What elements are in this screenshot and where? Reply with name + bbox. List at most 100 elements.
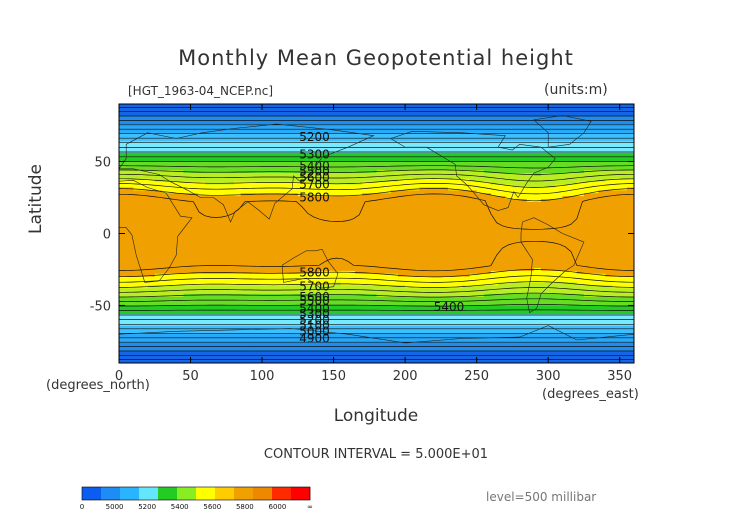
contour-band-cell bbox=[283, 236, 292, 240]
contour-band-cell bbox=[254, 196, 263, 200]
contour-band-cell bbox=[183, 270, 192, 275]
contour-band-cell bbox=[312, 230, 320, 235]
contour-band-cell bbox=[119, 236, 127, 240]
contour-band-cell bbox=[419, 155, 428, 160]
contour-band-cell bbox=[147, 158, 156, 163]
contour-band-cell bbox=[505, 270, 513, 275]
contour-band-cell bbox=[176, 193, 184, 197]
contour-band-cell bbox=[319, 207, 328, 212]
contour-band-cell bbox=[247, 132, 256, 137]
contour-band-cell bbox=[483, 256, 492, 260]
contour-band-cell bbox=[440, 210, 449, 214]
contour-band-cell bbox=[304, 184, 313, 189]
contour-band-cell bbox=[605, 227, 614, 232]
contour-band-cell bbox=[340, 104, 349, 108]
contour-band-cell bbox=[376, 138, 385, 143]
contour-band-cell bbox=[555, 106, 564, 111]
contour-band-cell bbox=[426, 127, 435, 131]
contour-band-cell bbox=[555, 224, 564, 229]
contour-band-cell bbox=[147, 247, 156, 252]
contour-band-cell bbox=[448, 276, 456, 281]
contour-band-cell bbox=[197, 296, 206, 301]
contour-band-cell bbox=[526, 216, 535, 220]
contour-band-cell bbox=[140, 259, 149, 263]
contour-band-cell bbox=[312, 268, 320, 272]
contour-band-cell bbox=[362, 178, 370, 183]
contour-band-cell bbox=[140, 230, 149, 235]
contour-band-cell bbox=[555, 175, 564, 180]
contour-band-cell bbox=[383, 106, 392, 111]
contour-band-cell bbox=[490, 158, 499, 163]
units-label: (units:m) bbox=[544, 82, 608, 98]
contour-band-cell bbox=[583, 115, 592, 119]
contour-band-cell bbox=[319, 155, 328, 160]
contour-band-cell bbox=[126, 141, 134, 145]
contour-band-cell bbox=[290, 164, 299, 168]
contour-band-cell bbox=[333, 187, 342, 191]
contour-band-cell bbox=[591, 178, 599, 183]
contour-band-cell bbox=[462, 121, 471, 125]
contour-band-cell bbox=[448, 167, 456, 171]
contour-band-cell bbox=[383, 178, 392, 183]
contour-band-cell bbox=[276, 227, 285, 232]
contour-band-cell bbox=[369, 124, 378, 128]
contour-band-cell bbox=[240, 144, 249, 148]
contour-band-cell bbox=[140, 184, 149, 189]
contour-band-cell bbox=[576, 262, 585, 266]
contour-band-cell bbox=[483, 147, 492, 151]
contour-band-cell bbox=[605, 178, 614, 183]
contour-band-cell bbox=[498, 285, 506, 289]
contour-band-cell bbox=[455, 227, 463, 232]
contour-band-cell bbox=[140, 247, 149, 252]
contour-band-cell bbox=[476, 236, 485, 240]
contour-band-cell bbox=[233, 141, 242, 145]
contour-band-cell bbox=[591, 175, 599, 180]
contour-band-cell bbox=[276, 152, 285, 157]
contour-band-cell bbox=[347, 299, 356, 304]
contour-band-cell bbox=[254, 201, 263, 206]
contour-band-cell bbox=[304, 204, 313, 209]
contour-band-cell bbox=[490, 213, 499, 217]
contour-band-cell bbox=[140, 161, 149, 166]
contour-band-cell bbox=[476, 224, 485, 229]
contour-band-cell bbox=[147, 132, 156, 137]
contour-band-cell bbox=[390, 273, 399, 278]
contour-band-cell bbox=[469, 173, 478, 177]
contour-band-cell bbox=[262, 132, 270, 137]
contour-band-cell bbox=[519, 147, 528, 151]
contour-band-cell bbox=[612, 127, 621, 131]
contour-band-cell bbox=[505, 135, 513, 140]
contour-band-cell bbox=[340, 299, 349, 304]
contour-band-cell bbox=[476, 184, 485, 189]
contour-band-cell bbox=[126, 213, 134, 217]
contour-band-cell bbox=[405, 259, 413, 263]
contour-band-cell bbox=[211, 115, 220, 119]
contour-band-cell bbox=[490, 273, 499, 278]
contour-band-cell bbox=[276, 115, 285, 119]
contour-band-cell bbox=[569, 181, 578, 186]
contour-band-cell bbox=[154, 285, 163, 289]
contour-band-cell bbox=[297, 227, 306, 232]
contour-band-cell bbox=[526, 132, 535, 137]
contour-band-cell bbox=[290, 204, 299, 209]
contour-band-cell bbox=[312, 288, 320, 292]
contour-band-cell bbox=[140, 135, 149, 140]
contour-band-cell bbox=[505, 155, 513, 160]
contour-band-cell bbox=[390, 256, 399, 260]
contour-band-cell bbox=[583, 201, 592, 206]
contour-band-cell bbox=[204, 245, 213, 249]
contour-band-cell bbox=[583, 104, 592, 108]
contour-band-cell bbox=[548, 256, 556, 260]
contour-band-cell bbox=[355, 204, 363, 209]
contour-band-cell bbox=[326, 138, 335, 143]
contour-band-cell bbox=[226, 236, 235, 240]
contour-band-cell bbox=[154, 282, 163, 286]
contour-band-cell bbox=[312, 247, 320, 252]
contour-band-cell bbox=[183, 204, 192, 209]
contour-band-cell bbox=[219, 221, 227, 226]
contour-band-cell bbox=[526, 204, 535, 209]
contour-band-cell bbox=[440, 175, 449, 180]
contour-band-cell bbox=[469, 141, 478, 145]
contour-band-cell bbox=[483, 155, 492, 160]
contour-band-cell bbox=[297, 256, 306, 260]
